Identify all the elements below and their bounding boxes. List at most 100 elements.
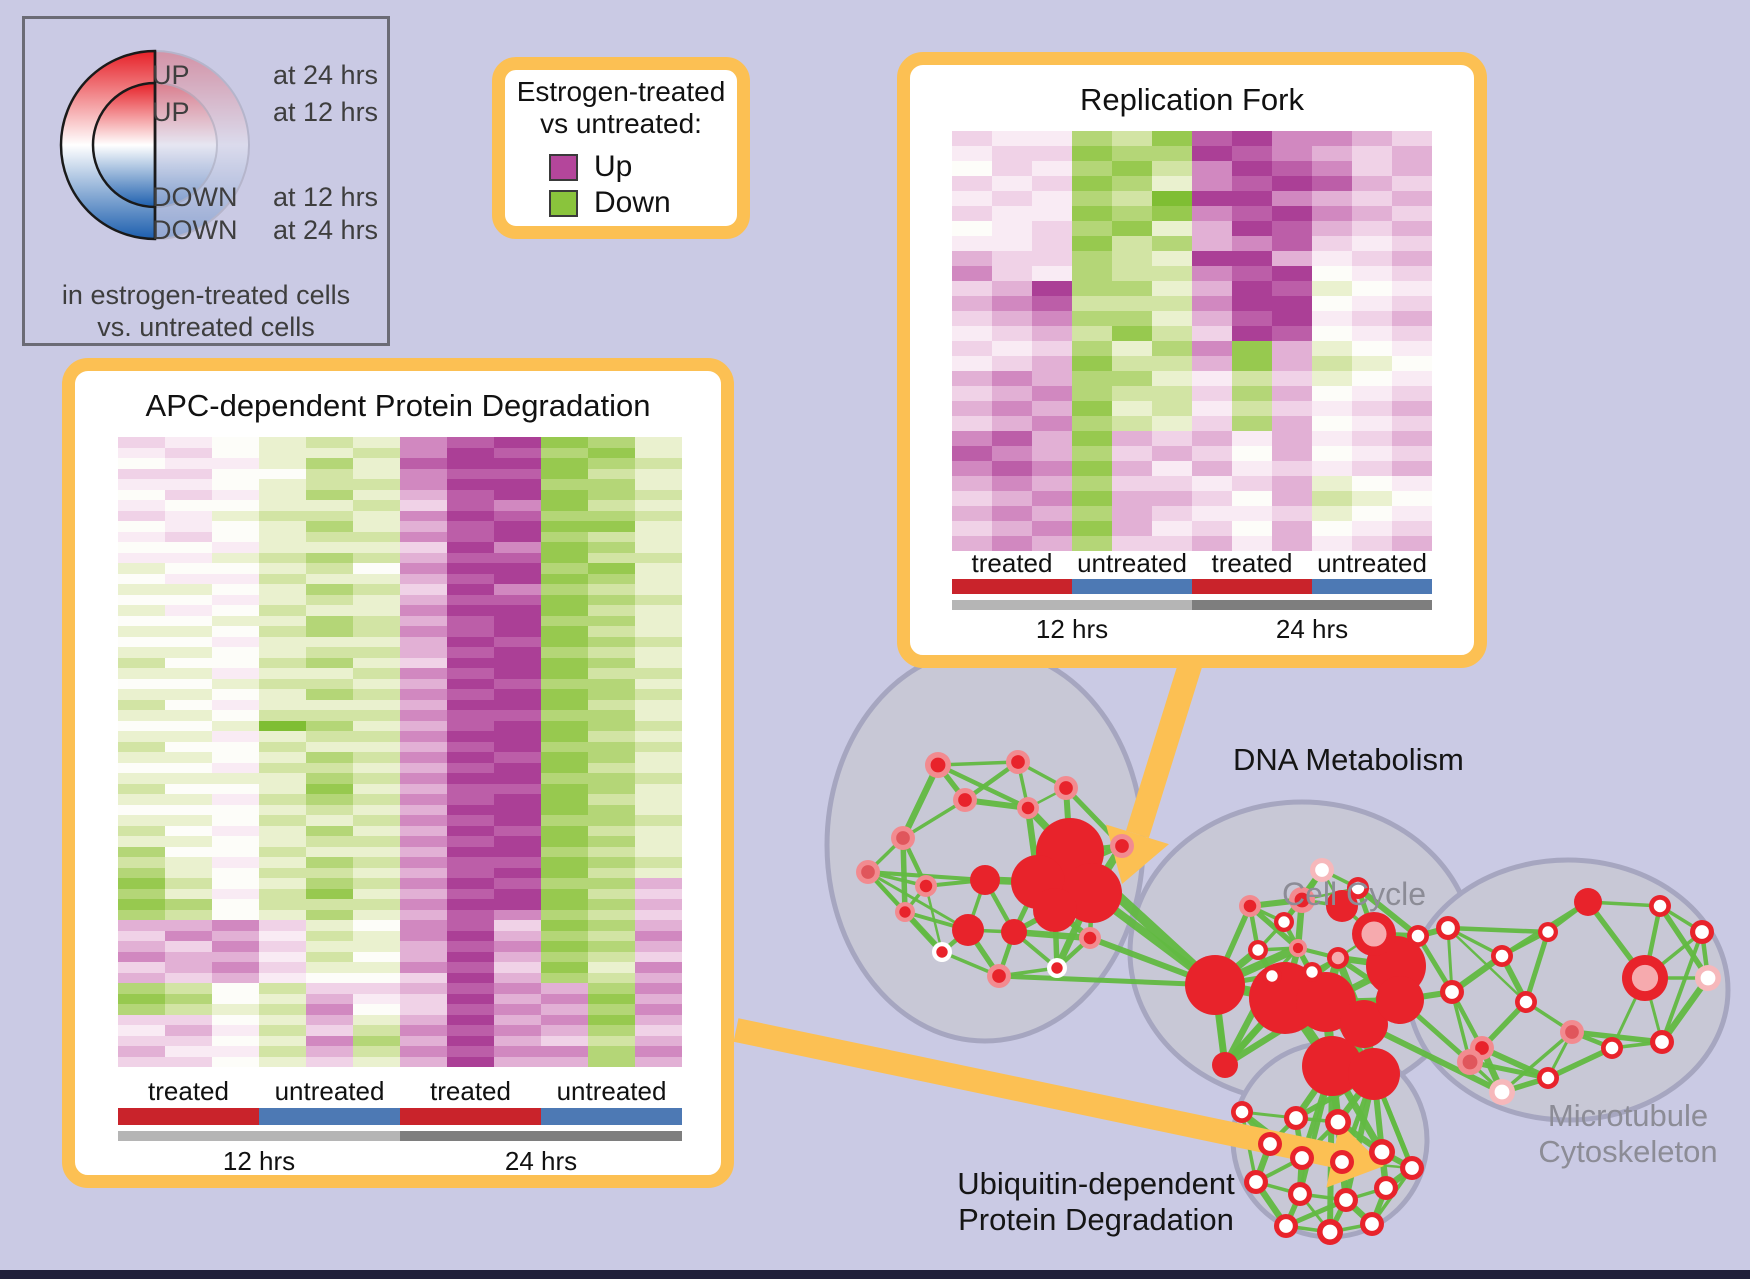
time-group-label: 12 hrs [1035, 614, 1109, 644]
heatmap-cell [306, 752, 353, 763]
heatmap-cell [400, 636, 447, 647]
replication-fork-heatmap [952, 131, 1432, 551]
heatmap-cell [494, 752, 541, 763]
heatmap-cell [541, 773, 588, 784]
heatmap-cell [1232, 206, 1272, 221]
heatmap-cell [259, 720, 306, 731]
heatmap-cell [494, 1056, 541, 1067]
heatmap-cell [1352, 386, 1392, 401]
microtubule-node-inner [1441, 921, 1455, 935]
microtubule-node-inner [1695, 925, 1709, 939]
heatmap-cell [1392, 326, 1432, 341]
heatmap-cell [1032, 251, 1072, 266]
heatmap-cell [1112, 161, 1152, 176]
heatmap-cell [259, 941, 306, 952]
heatmap-cell [1392, 491, 1432, 506]
heatmap-cell [118, 489, 165, 500]
heatmap-cell [447, 458, 494, 469]
heatmap-cell [259, 1025, 306, 1036]
heatmap-cell [494, 521, 541, 532]
heatmap-cell [1312, 221, 1352, 236]
heatmap-cell [1272, 416, 1312, 431]
heatmap-cell [588, 878, 635, 889]
heatmap-cell [1352, 221, 1392, 236]
heatmap-cell [992, 131, 1032, 146]
heatmap-cell [165, 584, 212, 595]
heatmap-cell [588, 657, 635, 668]
heatmap-cell [494, 804, 541, 815]
heatmap-cell [306, 1056, 353, 1067]
heatmap-cell [1232, 146, 1272, 161]
heatmap-cell [635, 1004, 682, 1015]
heatmap-cell [165, 458, 212, 469]
treatment-group-label: treated [1211, 548, 1293, 578]
heatmap-cell [118, 993, 165, 1004]
heatmap-cell [259, 1035, 306, 1046]
heatmap-cell [118, 563, 165, 574]
heatmap-cell [494, 825, 541, 836]
heatmap-cell [118, 605, 165, 616]
heatmap-cell [1112, 431, 1152, 446]
heatmap-cell [118, 1025, 165, 1036]
heatmap-cell [1352, 341, 1392, 356]
heatmap-cell [1232, 221, 1272, 236]
heatmap-cell [447, 605, 494, 616]
heatmap-cell [1352, 371, 1392, 386]
heatmap-cell [541, 531, 588, 542]
heatmap-cell [1192, 176, 1232, 191]
heatmap-cell [1152, 131, 1192, 146]
heatmap-cell [259, 500, 306, 511]
heatmap-cell [259, 521, 306, 532]
dna-node-inner [1011, 755, 1025, 769]
heatmap-cell [259, 468, 306, 479]
heatmap-cell [259, 951, 306, 962]
heatmap-cell [1032, 416, 1072, 431]
heatmap-cell [212, 846, 259, 857]
ubiquitin-node-inner [1295, 1151, 1309, 1165]
heatmap-cell [1232, 281, 1272, 296]
heatmap-cell [447, 783, 494, 794]
heatmap-cell [447, 1014, 494, 1025]
heatmap-cell [1152, 161, 1192, 176]
heatmap-cell [400, 867, 447, 878]
heatmap-cell [118, 468, 165, 479]
heatmap-cell [1272, 131, 1312, 146]
heatmap-cell [353, 552, 400, 563]
cell_cycle-node-solid [1185, 955, 1245, 1015]
heatmap-cell [400, 468, 447, 479]
heatmap-cell [212, 489, 259, 500]
replication-fork-title: Replication Fork [1080, 82, 1304, 117]
heatmap-cell [400, 542, 447, 553]
heatmap-cell [1112, 266, 1152, 281]
heatmap-cell [306, 899, 353, 910]
heatmap-cell [1312, 416, 1352, 431]
heatmap-cell [494, 930, 541, 941]
heatmap-cell [1352, 416, 1392, 431]
cell_cycle-node-solid [1212, 1052, 1238, 1078]
treatment-color-segment [1072, 579, 1192, 594]
cell_cycle-node-inner [1266, 970, 1278, 982]
heatmap-cell [588, 741, 635, 752]
heatmap-cell [447, 1004, 494, 1015]
heatmap-cell [165, 825, 212, 836]
heatmap-cell [1312, 431, 1352, 446]
heatmap-cell [306, 510, 353, 521]
heatmap-cell [353, 972, 400, 983]
heatmap-cell [635, 605, 682, 616]
heatmap-cell [165, 1014, 212, 1025]
heatmap-cell [1232, 341, 1272, 356]
heatmap-cell [494, 615, 541, 626]
heatmap-cell [118, 794, 165, 805]
heatmap-cell [635, 720, 682, 731]
network-edge [1447, 925, 1549, 935]
heatmap-cell [1232, 371, 1272, 386]
heatmap-cell [118, 773, 165, 784]
heatmap-cell [952, 296, 992, 311]
apc-time-bar [118, 1131, 682, 1141]
heatmap-cell [1152, 146, 1192, 161]
heatmap-cell [541, 836, 588, 847]
heatmap-cell [353, 920, 400, 931]
heatmap-cell [447, 678, 494, 689]
cell_cycle-node-inner [1351, 881, 1365, 895]
